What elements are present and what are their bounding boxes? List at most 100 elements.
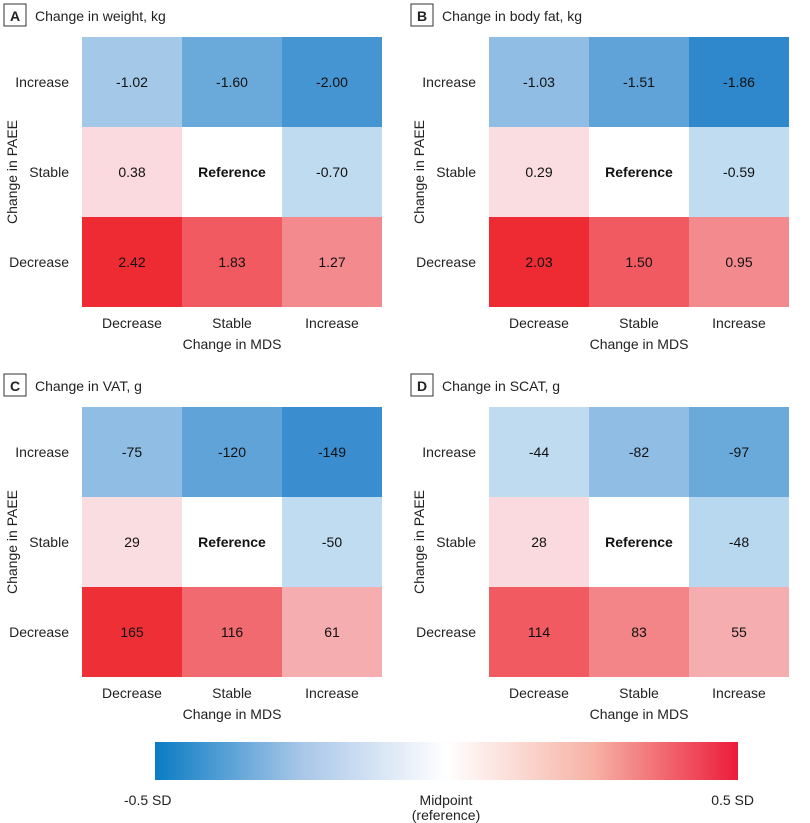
- panel-letter-box: [3, 373, 27, 397]
- cell-value: 0.95: [725, 254, 752, 270]
- heatmap-cell: [589, 217, 689, 307]
- cell-value: -1.60: [216, 74, 248, 90]
- heatmap-cell: [82, 127, 182, 217]
- cell-value: -97: [729, 444, 749, 460]
- cell-value: Reference: [198, 164, 266, 180]
- cell-value: 55: [731, 624, 747, 640]
- x-axis-title: Change in MDS: [590, 706, 689, 722]
- x-tick-label: Stable: [619, 685, 659, 701]
- cell-value: -48: [729, 534, 749, 550]
- panel-title: Change in weight, kg: [35, 8, 166, 24]
- colorbar-gradient: [155, 742, 738, 780]
- panel-letter: B: [417, 8, 427, 24]
- heatmap-cell: [689, 587, 789, 677]
- panel-letter-box: [410, 3, 434, 27]
- cell-value: -1.86: [723, 74, 755, 90]
- panel-d: D Change in SCAT, g -44 -82 -97 28 Reference -4…: [410, 373, 789, 722]
- heatmap-cell: [182, 217, 282, 307]
- colorbar-mid-label: Midpoint: [420, 792, 473, 808]
- cell-value: 1.27: [318, 254, 345, 270]
- heatmap-cell: [689, 127, 789, 217]
- heatmap-cell: [82, 587, 182, 677]
- heatmap-cell: [689, 407, 789, 497]
- x-tick-label: Stable: [212, 315, 252, 331]
- x-axis-title: Change in MDS: [183, 706, 282, 722]
- cell-value: 1.83: [218, 254, 245, 270]
- heatmap-cell: [82, 37, 182, 127]
- cell-value: -50: [322, 534, 342, 550]
- heatmap-cell: [689, 497, 789, 587]
- x-tick-label: Stable: [212, 685, 252, 701]
- y-axis-title: Change in PAEE: [4, 490, 20, 594]
- y-axis-title: Change in PAEE: [4, 120, 20, 224]
- cell-value: 0.29: [525, 164, 552, 180]
- heatmap-cell: [182, 497, 282, 587]
- panel-a: A Change in weight, kg -1.02 -1.60 -2.00 0.38…: [3, 3, 382, 352]
- y-axis-title: Change in PAEE: [411, 490, 427, 594]
- heatmap-cell: [489, 37, 589, 127]
- panel-title: Change in body fat, kg: [442, 8, 582, 24]
- heatmap-cell: [82, 217, 182, 307]
- colorbar-mid-label-sub: (reference): [412, 807, 480, 823]
- heatmap-cell: [282, 127, 382, 217]
- panel-b: B Change in body fat, kg -1.03 -1.51 -1.86 0.…: [410, 3, 789, 352]
- panel-letter: D: [417, 378, 427, 394]
- cell-value: -1.03: [523, 74, 555, 90]
- cell-value: -75: [122, 444, 142, 460]
- heatmap-cell: [282, 497, 382, 587]
- cell-value: -0.59: [723, 164, 755, 180]
- y-tick-label: Stable: [436, 164, 476, 180]
- cell-value: -149: [318, 444, 346, 460]
- heatmap-cell: [489, 407, 589, 497]
- panel-title: Change in SCAT, g: [442, 378, 560, 394]
- panel-c: C Change in VAT, g -75 -120 -149 29 Reference -…: [3, 373, 382, 722]
- panel-letter: A: [10, 8, 20, 24]
- heatmap-cell: [589, 37, 689, 127]
- heatmap-cell: [82, 407, 182, 497]
- cell-value: -82: [629, 444, 649, 460]
- x-tick-label: Increase: [712, 685, 766, 701]
- y-tick-label: Increase: [15, 74, 69, 90]
- heatmap-cell: [282, 217, 382, 307]
- x-tick-label: Increase: [712, 315, 766, 331]
- cell-value: 114: [528, 624, 551, 640]
- panel-letter-box: [410, 373, 434, 397]
- colorbar-left-label: -0.5 SD: [124, 792, 171, 808]
- cell-value: Reference: [198, 534, 266, 550]
- cell-value: -1.51: [623, 74, 655, 90]
- cell-value: 83: [631, 624, 647, 640]
- y-tick-label: Increase: [15, 444, 69, 460]
- cell-value: -2.00: [316, 74, 348, 90]
- x-tick-label: Increase: [305, 315, 359, 331]
- heatmap-cell: [689, 37, 789, 127]
- x-tick-label: Increase: [305, 685, 359, 701]
- heatmap-cell: [182, 407, 282, 497]
- heatmap-cell: [489, 587, 589, 677]
- x-tick-label: Stable: [619, 315, 659, 331]
- cell-value: 0.38: [118, 164, 145, 180]
- heatmap-cell: [282, 407, 382, 497]
- y-tick-label: Stable: [29, 534, 69, 550]
- y-tick-label: Decrease: [9, 624, 69, 640]
- x-tick-label: Decrease: [509, 685, 569, 701]
- cell-value: 165: [120, 624, 144, 640]
- cell-value: 1.50: [625, 254, 652, 270]
- heatmap-cell: [282, 37, 382, 127]
- cell-value: Reference: [605, 164, 673, 180]
- heatmap-cell: [489, 127, 589, 217]
- x-tick-label: Decrease: [102, 315, 162, 331]
- colorbar: -0.5 SD Midpoint (reference) 0.5 SD: [124, 742, 754, 823]
- heatmap-cell: [182, 587, 282, 677]
- x-tick-label: Decrease: [509, 315, 569, 331]
- cell-value: 61: [324, 624, 340, 640]
- heatmap-cell: [182, 37, 282, 127]
- cell-value: -1.02: [116, 74, 148, 90]
- heatmap-cell: [589, 407, 689, 497]
- y-tick-label: Stable: [436, 534, 476, 550]
- y-tick-label: Decrease: [416, 624, 476, 640]
- y-tick-label: Stable: [29, 164, 69, 180]
- cell-value: -0.70: [316, 164, 348, 180]
- cell-value: 2.03: [525, 254, 552, 270]
- cell-value: -44: [529, 444, 549, 460]
